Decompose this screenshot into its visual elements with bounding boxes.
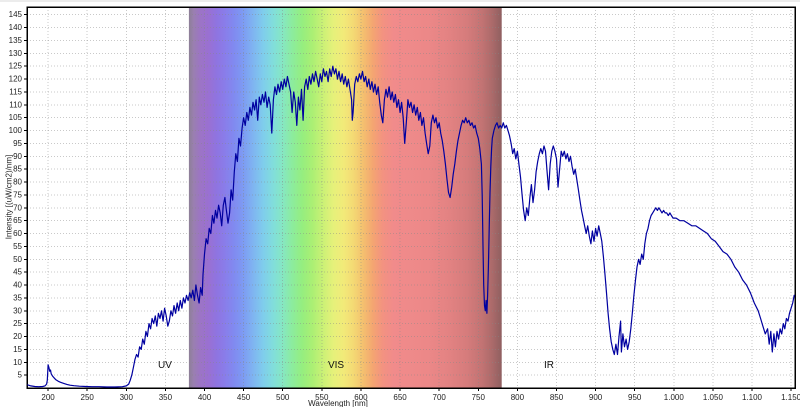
region-label-uv: UV [158, 360, 172, 371]
y-tick-label: 90 [13, 152, 22, 161]
x-tick-label: 300 [120, 393, 134, 402]
y-tick-label: 10 [13, 358, 22, 367]
y-tick-label: 35 [13, 293, 22, 302]
y-tick-label: 120 [9, 75, 23, 84]
x-tick-label: 850 [550, 393, 564, 402]
x-tick-label: 450 [237, 393, 251, 402]
x-tick-label: 550 [315, 393, 329, 402]
visible-spectrum-band [188, 7, 502, 388]
y-axis-title: Intensity [(uW/cm2)/nm] [4, 154, 14, 240]
y-tick-label: 80 [13, 178, 22, 187]
y-tick-label: 45 [13, 268, 22, 277]
region-label-ir: IR [544, 360, 554, 371]
y-tick-label: 95 [13, 139, 22, 148]
x-tick-label: 1.100 [742, 393, 763, 402]
y-tick-label: 115 [9, 88, 22, 97]
x-tick-label: 950 [628, 393, 642, 402]
x-tick-label: 1.050 [703, 393, 724, 402]
x-axis-title: Wavelength [nm] [308, 399, 368, 407]
y-tick-label: 145 [9, 10, 23, 19]
y-tick-label: 15 [13, 345, 22, 354]
y-tick-label: 25 [13, 319, 22, 328]
y-tick-label: 125 [9, 62, 23, 71]
x-tick-label: 650 [393, 393, 407, 402]
y-tick-label: 70 [13, 203, 22, 212]
x-tick-label: 400 [198, 393, 212, 402]
x-tick-label: 500 [276, 393, 290, 402]
x-tick-label: 1.000 [664, 393, 685, 402]
spectrum-curve [27, 65, 795, 388]
y-tick-label: 20 [13, 332, 22, 341]
x-tick-label: 700 [433, 393, 447, 402]
plot-border [26, 6, 796, 389]
y-tick-label: 75 [13, 190, 22, 199]
y-tick-label: 65 [13, 216, 22, 225]
tick-labels: 200 250 300 350 400 450 500 550 600 650 700 750 800 8… [9, 10, 800, 402]
y-tick-label: 85 [13, 165, 22, 174]
x-tick-label: 800 [511, 393, 525, 402]
y-tick-label: 140 [9, 23, 23, 32]
x-tick-label: 250 [81, 393, 95, 402]
y-tick-label: 60 [13, 229, 22, 238]
region-label-vis: VIS [327, 360, 345, 371]
y-tick-label: 40 [13, 281, 22, 290]
x-tick-label: 600 [354, 393, 368, 402]
grid-lines [27, 7, 795, 388]
y-tick-label: 30 [13, 306, 22, 315]
y-tick-label: 5 [18, 371, 23, 380]
y-tick-label: 105 [9, 113, 23, 122]
y-tick-label: 130 [9, 49, 23, 58]
y-tick-label: 100 [9, 126, 23, 135]
x-tick-label: 900 [589, 393, 603, 402]
x-tick-label: 1.150 [781, 393, 800, 402]
x-tick-label: 200 [41, 393, 55, 402]
x-tick-label: 350 [159, 393, 173, 402]
y-tick-label: 55 [13, 242, 22, 251]
y-tick-label: 50 [13, 255, 22, 264]
x-tick-label: 750 [472, 393, 486, 402]
y-tick-label: 135 [9, 36, 23, 45]
y-tick-label: 110 [9, 100, 22, 109]
